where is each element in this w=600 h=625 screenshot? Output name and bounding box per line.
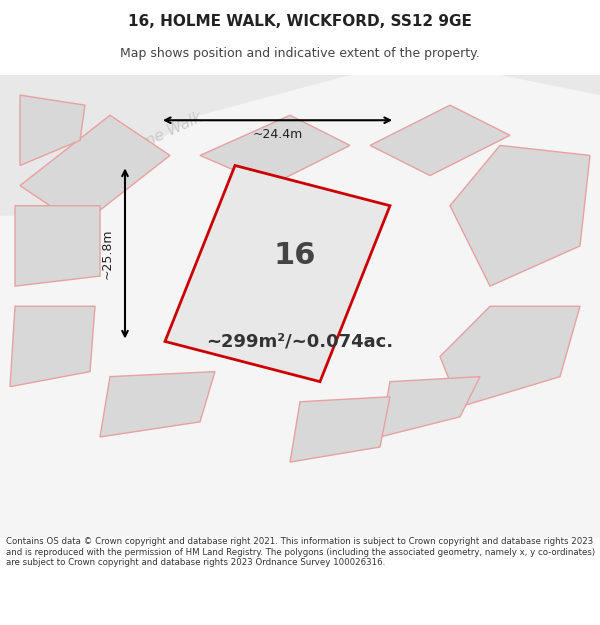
Polygon shape <box>290 397 390 462</box>
Text: Contains OS data © Crown copyright and database right 2021. This information is : Contains OS data © Crown copyright and d… <box>6 538 595 568</box>
Text: 16, HOLME WALK, WICKFORD, SS12 9GE: 16, HOLME WALK, WICKFORD, SS12 9GE <box>128 14 472 29</box>
Polygon shape <box>380 377 480 437</box>
Text: 16: 16 <box>274 241 316 271</box>
Polygon shape <box>0 75 600 216</box>
Polygon shape <box>165 166 390 382</box>
Polygon shape <box>10 306 95 387</box>
Polygon shape <box>450 146 590 286</box>
Polygon shape <box>15 206 100 286</box>
Text: ~24.4m: ~24.4m <box>253 128 302 141</box>
Text: ~299m²/~0.074ac.: ~299m²/~0.074ac. <box>206 332 394 351</box>
Polygon shape <box>200 115 350 186</box>
Polygon shape <box>100 372 215 437</box>
Polygon shape <box>20 95 85 166</box>
Text: Holme Walk: Holme Walk <box>116 109 205 161</box>
Polygon shape <box>20 115 170 226</box>
Text: ~25.8m: ~25.8m <box>101 228 113 279</box>
Text: Map shows position and indicative extent of the property.: Map shows position and indicative extent… <box>120 48 480 61</box>
Polygon shape <box>440 306 580 407</box>
Polygon shape <box>370 105 510 176</box>
